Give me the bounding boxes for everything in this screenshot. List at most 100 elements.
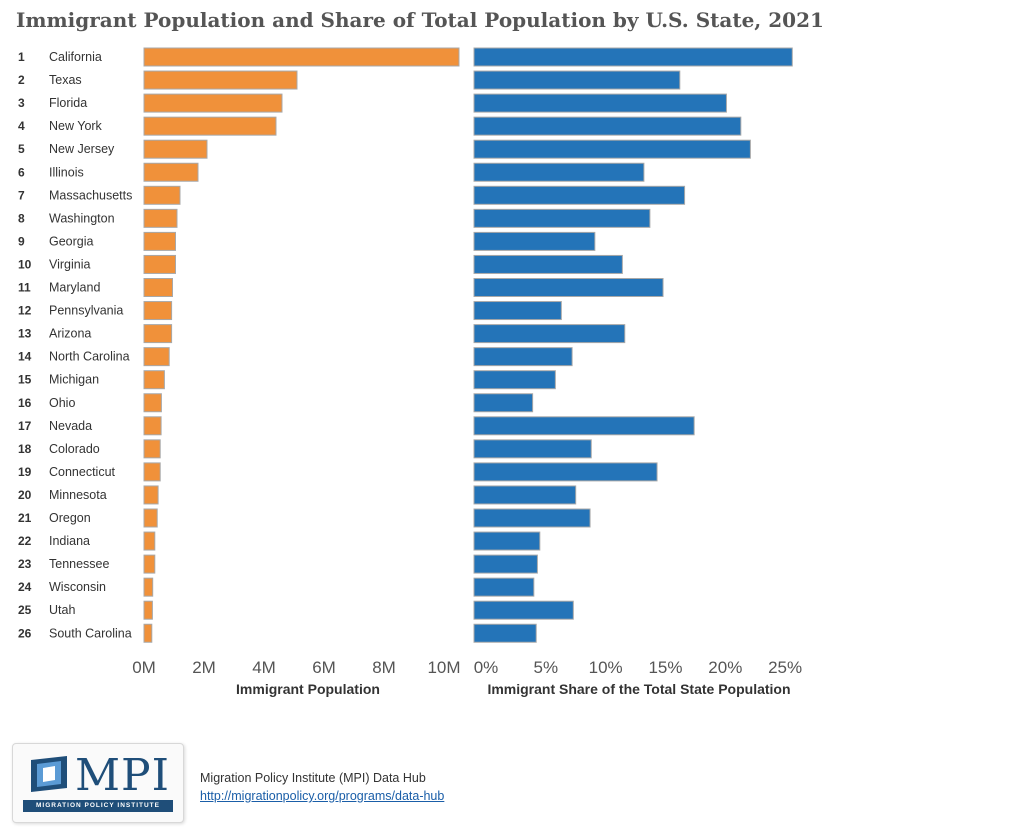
share-tick-label: 15% [648,658,682,677]
rank-label: 13 [18,327,32,341]
population-x-axis: 0M 2M 4M 6M 8M 10M [132,658,460,677]
rank-label: 21 [18,511,32,525]
state-label: Florida [49,96,87,110]
state-label: Tennessee [49,557,110,571]
share-bar [473,162,645,182]
rank-label: 17 [18,419,32,433]
rank-label: 4 [18,119,25,133]
share-bar [473,462,658,482]
mpi-logo-mark [31,756,67,792]
rank-label: 22 [18,534,32,548]
share-bar [473,600,574,620]
rank-label: 26 [18,626,32,640]
share-bar [473,370,556,390]
population-bar [143,370,165,390]
share-bar [473,439,592,459]
share-bar [473,508,591,528]
state-label: Washington [49,211,115,225]
state-label: California [49,50,102,64]
page-title: Immigrant Population and Share of Total … [16,8,824,32]
state-label: Oregon [49,511,91,525]
rank-label: 11 [18,281,31,295]
state-label: Pennsylvania [49,304,123,318]
rank-label: 8 [18,211,25,225]
share-tick-label: 20% [708,658,742,677]
share-bar [473,93,727,113]
state-label: Massachusetts [49,188,132,202]
state-label: Ohio [49,396,75,410]
rank-label: 6 [18,165,25,179]
share-bar [473,185,686,205]
population-bar [143,600,153,620]
population-bars [143,47,460,643]
rank-label: 14 [18,350,32,364]
population-bar [143,393,162,413]
state-label: Maryland [49,281,100,295]
population-bar [143,508,158,528]
state-label: Georgia [49,234,94,248]
share-tick-label: 10% [589,658,623,677]
rank-label: 2 [18,73,25,87]
rank-label: 15 [18,373,32,387]
population-bar [143,301,173,321]
share-bar [473,485,577,505]
population-bar [143,208,178,228]
rank-label: 24 [18,580,32,594]
population-bar [143,231,176,251]
population-bar [143,139,208,159]
share-bar [473,324,626,344]
state-label: New York [49,119,103,133]
share-x-axis: 0% 5% 10% 15% 20% 25% [474,658,802,677]
state-label: Colorado [49,442,100,456]
share-bar [473,231,596,251]
state-label: Wisconsin [49,580,106,594]
state-label: Illinois [49,165,84,179]
population-bar [143,462,161,482]
rank-label: 12 [18,304,32,318]
share-axis-title: Immigrant Share of the Total State Popul… [487,681,790,697]
population-bar [143,70,298,90]
share-bar [473,70,681,90]
population-bar [143,577,154,597]
data-hub-link[interactable]: http://migrationpolicy.org/programs/data… [200,789,445,803]
state-label: North Carolina [49,350,130,364]
rank-label: 7 [18,188,25,202]
share-bar [473,554,538,574]
population-tick-label: 8M [372,658,396,677]
population-bar [143,162,199,182]
population-bar [143,485,159,505]
population-bar [143,531,156,551]
rank-label: 10 [18,257,32,271]
population-axis-title: Immigrant Population [236,681,380,697]
rank-label: 23 [18,557,32,571]
population-tick-label: 2M [192,658,216,677]
population-bar [143,416,162,436]
share-bar [473,254,623,274]
state-label: Arizona [49,327,91,341]
rank-label: 19 [18,465,32,479]
share-tick-label: 0% [474,658,499,677]
state-label: New Jersey [49,142,115,156]
population-bar [143,439,161,459]
share-tick-label: 5% [534,658,559,677]
population-tick-label: 10M [427,658,460,677]
rank-label: 1 [18,50,25,64]
footer: Migration Policy Institute (MPI) Data Hu… [200,769,444,805]
population-bar [143,324,173,344]
share-bar [473,623,537,643]
state-label: Minnesota [49,488,107,502]
rank-label: 3 [18,96,25,110]
mpi-logo-org-name: MIGRATION POLICY INSTITUTE [23,800,173,812]
state-label: Virginia [49,257,91,271]
share-bars [473,47,793,643]
rank-label: 20 [18,488,32,502]
population-bar [143,623,153,643]
share-bar [473,47,793,67]
share-bar [473,301,562,321]
share-bar [473,116,742,136]
population-bar [143,47,460,67]
row-labels: 1 California 2 Texas 3 Florida 4 New York 5 New J… [18,50,132,640]
rank-label: 18 [18,442,32,456]
population-bar [143,93,283,113]
share-bar [473,393,534,413]
